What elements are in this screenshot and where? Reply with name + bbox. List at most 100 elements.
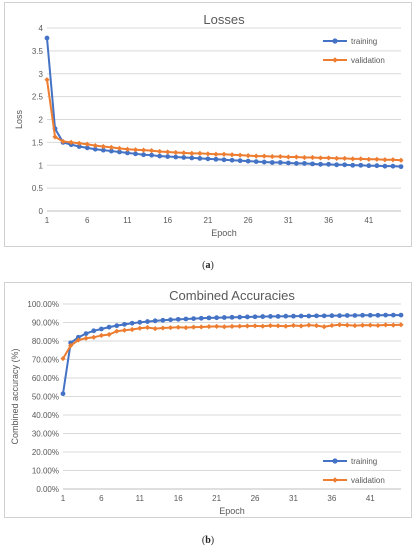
data-point-validation <box>144 324 151 331</box>
y-tick-label: 1.5 <box>32 138 44 147</box>
data-point-validation <box>350 156 356 162</box>
data-point-training <box>221 157 227 163</box>
data-point-training <box>100 147 106 153</box>
data-point-validation <box>306 322 312 328</box>
x-axis-label: Epoch <box>211 228 237 238</box>
caption-b: (b) <box>0 535 416 546</box>
data-point-validation <box>205 151 211 157</box>
data-point-validation <box>98 332 105 339</box>
data-point-training <box>83 331 89 336</box>
data-point-training <box>75 334 81 340</box>
legend-marker <box>332 458 338 464</box>
caption-b-letter: b <box>205 535 211 546</box>
data-point-validation <box>321 324 327 330</box>
data-point-validation <box>382 157 388 163</box>
data-point-validation <box>44 77 50 83</box>
caption-b-open: ( <box>201 535 206 546</box>
data-point-training <box>145 319 150 324</box>
data-point-training <box>84 145 90 151</box>
caption-a-close: ) <box>210 260 214 271</box>
data-point-validation <box>252 323 258 329</box>
data-point-validation <box>167 325 174 331</box>
data-point-training <box>133 151 138 157</box>
data-point-training <box>334 162 340 168</box>
x-tick-label: 21 <box>203 216 212 225</box>
data-point-validation <box>275 323 281 329</box>
data-point-training <box>318 161 323 167</box>
data-point-training <box>114 323 120 329</box>
data-point-training <box>245 158 251 164</box>
data-point-validation <box>334 155 340 161</box>
data-point-training <box>366 163 372 169</box>
data-point-training <box>237 158 243 164</box>
legend-label-training: training <box>351 37 377 46</box>
data-point-training <box>352 313 358 318</box>
caption-a: (a) <box>0 260 416 271</box>
x-tick-label: 41 <box>366 494 375 503</box>
data-point-training <box>291 313 296 319</box>
data-point-validation <box>336 322 343 328</box>
data-point-validation <box>366 156 372 162</box>
data-point-validation <box>157 148 163 155</box>
data-point-training <box>360 312 365 318</box>
caption-a-open: ( <box>202 260 206 271</box>
data-point-training <box>191 316 196 322</box>
losses-chart-panel: 0 0.5 1 1.5 2 2.5 3 3.5 4 1 6 11 16 21 26 31 36 41 Losses E… <box>4 2 412 247</box>
y-tick-label: 50.00% <box>32 393 59 402</box>
data-point-training <box>398 164 404 170</box>
x-tick-label: 1 <box>61 494 66 503</box>
data-point-training <box>198 315 204 321</box>
data-point-training <box>117 149 122 155</box>
data-point-validation <box>260 323 266 329</box>
series-line-validation <box>62 323 402 360</box>
data-point-validation <box>237 323 243 329</box>
y-tick-label: 20.00% <box>32 448 59 457</box>
accuracy-chart: 0.00% 10.00% 20.00% 30.00% 40.00% 50.00% 60.00… <box>10 288 404 516</box>
data-point-training <box>321 313 327 319</box>
data-point-training <box>149 152 154 158</box>
data-point-validation <box>325 155 332 161</box>
x-tick-label: 11 <box>123 216 132 225</box>
data-point-validation <box>137 325 143 331</box>
data-point-training <box>129 320 135 326</box>
legend-label-validation: validation <box>351 476 385 485</box>
data-point-validation <box>140 147 147 153</box>
data-point-validation <box>293 154 300 160</box>
data-point-training <box>214 315 220 321</box>
data-point-validation <box>269 153 275 160</box>
data-point-training <box>168 317 173 323</box>
data-point-training <box>160 317 166 323</box>
y-tick-label: 2 <box>39 116 44 125</box>
y-axis-label: Combined accuracy (%) <box>10 348 20 444</box>
data-point-validation <box>68 343 74 349</box>
data-point-validation <box>129 326 135 333</box>
data-point-training <box>358 162 364 168</box>
data-point-training <box>44 35 50 41</box>
data-point-training <box>125 150 130 156</box>
data-point-validation <box>313 323 320 329</box>
data-point-validation <box>160 325 166 331</box>
accuracy-chart-panel: 0.00% 10.00% 20.00% 30.00% 40.00% 50.00% 60.00… <box>4 282 412 518</box>
data-point-validation <box>84 141 90 147</box>
data-point-validation <box>181 150 187 156</box>
data-point-training <box>275 313 281 319</box>
data-point-training <box>252 314 258 320</box>
data-point-training <box>229 314 235 320</box>
data-point-training <box>221 315 227 320</box>
data-point-training <box>205 156 211 162</box>
data-point-training <box>197 155 203 161</box>
data-point-validation <box>221 324 227 330</box>
data-point-training <box>237 314 243 320</box>
legend-label-validation: validation <box>351 56 385 65</box>
data-point-training <box>269 160 275 165</box>
caption-b-close: ) <box>210 535 215 546</box>
data-point-training <box>76 144 82 149</box>
x-tick-label: 31 <box>289 494 298 503</box>
data-point-validation <box>173 149 179 156</box>
data-point-validation <box>229 152 235 158</box>
data-point-validation <box>100 143 106 150</box>
y-tick-label: 1 <box>39 161 44 170</box>
data-point-validation <box>108 144 114 151</box>
x-tick-label: 31 <box>284 216 293 225</box>
data-point-validation <box>52 134 58 140</box>
